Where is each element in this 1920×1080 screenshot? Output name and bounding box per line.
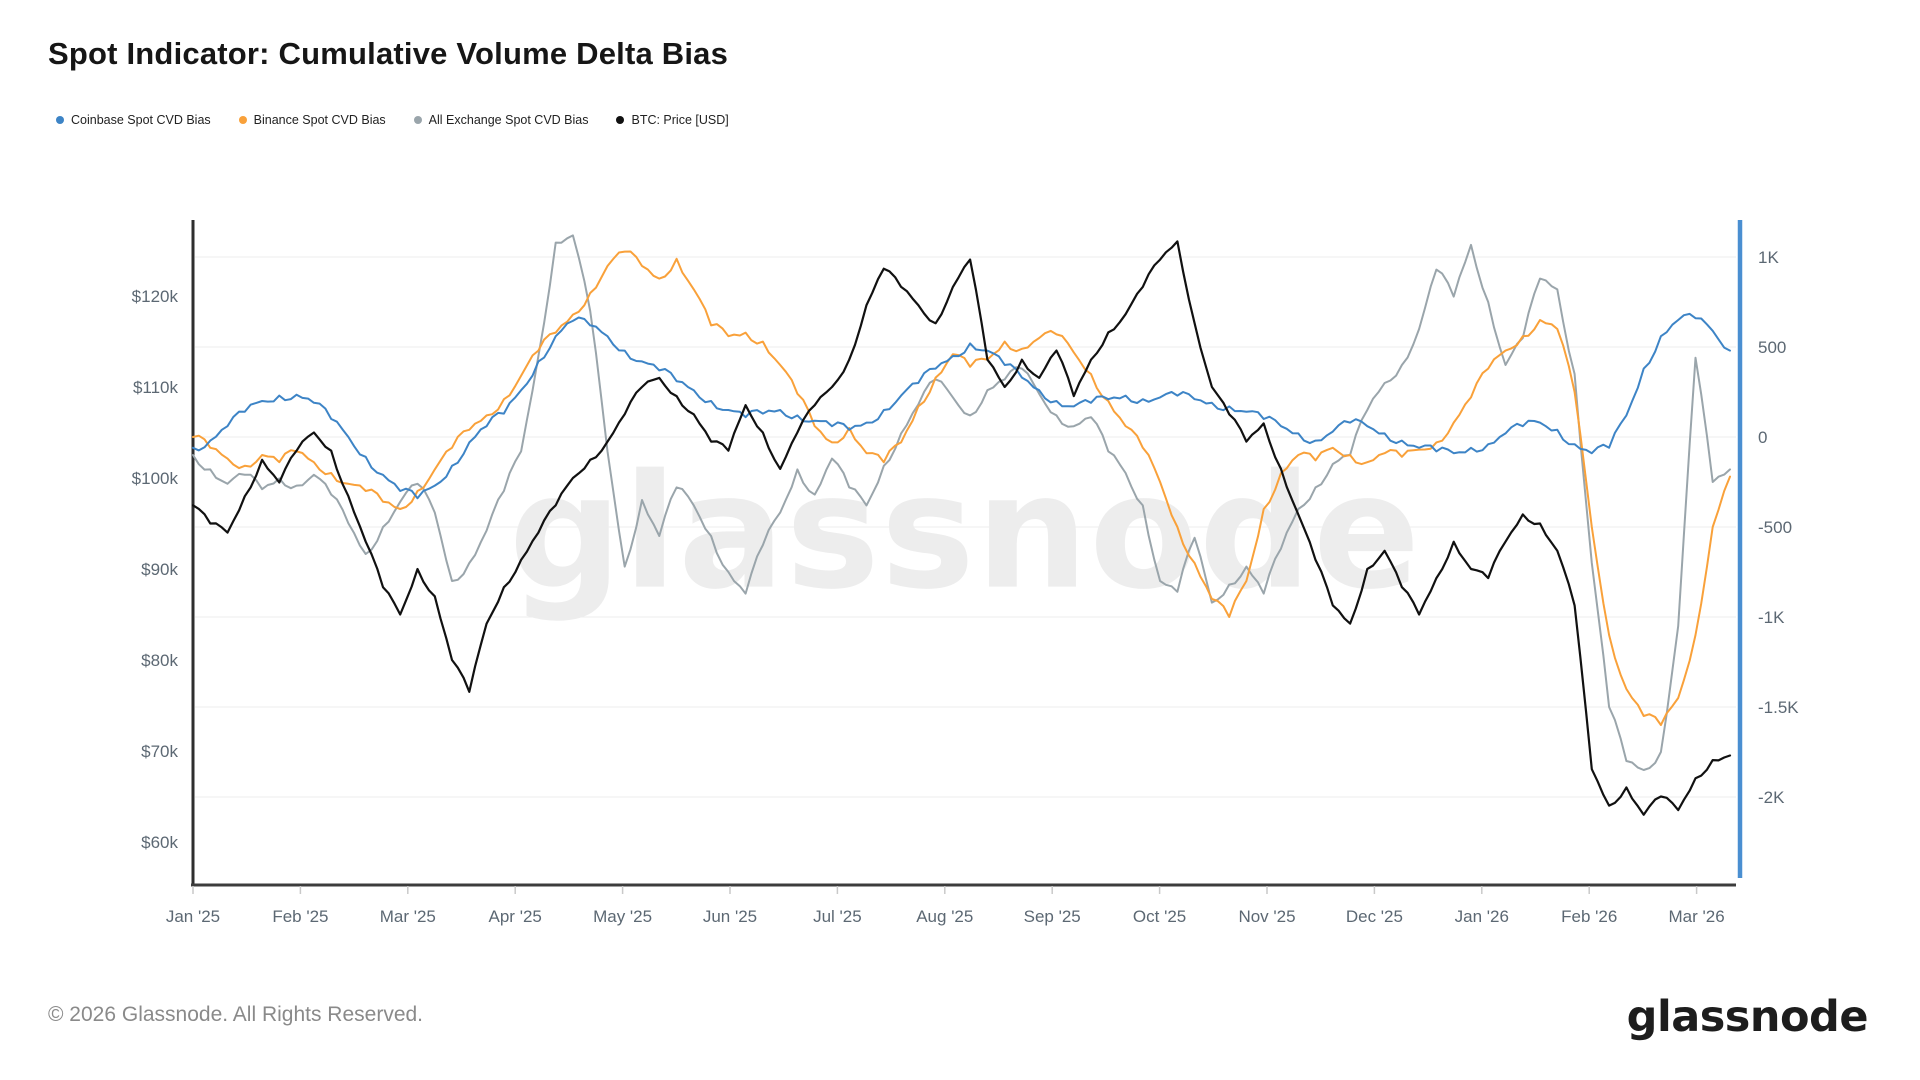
legend-item-all-exchange-spot-cvd-bias[interactable]: All Exchange Spot CVD Bias: [413, 113, 589, 127]
left-axis-label: $100k: [132, 469, 179, 488]
right-axis-label: -500: [1758, 518, 1792, 537]
x-axis-label: Feb '26: [1561, 907, 1617, 926]
series-line-binance-spot-cvd-bias: [192, 250, 1731, 726]
x-axis-label: Apr '25: [489, 907, 542, 926]
legend-dot-btc-price: [616, 116, 625, 124]
x-axis-label: May '25: [593, 907, 652, 926]
page-title: Spot Indicator: Cumulative Volume Delta …: [48, 36, 729, 71]
x-axis-label: Dec '25: [1346, 907, 1403, 926]
right-axis-label: 0: [1758, 428, 1767, 447]
x-axis-label: Sep '25: [1024, 907, 1081, 926]
x-axis-label: Mar '25: [380, 907, 436, 926]
legend-item-btc-price[interactable]: BTC: Price [USD]: [616, 113, 729, 127]
legend-item-binance-spot-cvd-bias[interactable]: Binance Spot CVD Bias: [238, 113, 386, 127]
legend-dot-coinbase: [56, 116, 64, 124]
x-axis-label: Aug '25: [916, 907, 973, 926]
left-axis-label: $110k: [133, 378, 179, 397]
series-line-all-exchange-spot-cvd-bias: [192, 234, 1731, 771]
left-axis-label: $80k: [141, 651, 178, 670]
series-line-coinbase-spot-cvd-bias: [192, 312, 1731, 500]
x-axis-label: Jun '25: [703, 907, 757, 926]
legend-item-coinbase-spot-cvd-bias[interactable]: Coinbase Spot CVD Bias: [56, 113, 211, 127]
x-axis-label: Oct '25: [1133, 907, 1186, 926]
legend-label: Binance Spot CVD Bias: [253, 113, 386, 127]
left-axis-label: $60k: [141, 833, 178, 852]
x-axis-label: Mar '26: [1669, 907, 1725, 926]
x-axis-label: Feb '25: [272, 907, 328, 926]
glassnode-logo[interactable]: glassnode: [1626, 992, 1869, 1042]
legend: Coinbase Spot CVD Bias Binance Spot CVD …: [56, 113, 729, 127]
x-axis-label: Jan '25: [166, 907, 220, 926]
left-axis-label: $120k: [132, 287, 179, 306]
legend-dot-all-exchange: [413, 116, 422, 124]
left-axis-label: $70k: [141, 742, 178, 761]
legend-label: BTC: Price [USD]: [631, 113, 729, 127]
right-axis-label: -1.5K: [1758, 698, 1799, 717]
x-axis-label: Nov '25: [1238, 907, 1295, 926]
right-axis-label: 500: [1758, 338, 1786, 357]
copyright-text: © 2026 Glassnode. All Rights Reserved.: [48, 1003, 424, 1026]
right-axis-label: -2K: [1758, 788, 1785, 807]
left-axis-label: $90k: [141, 560, 178, 579]
series-line-btc-price-usd: [191, 240, 1732, 816]
x-axis-label: Jan '26: [1455, 907, 1509, 926]
legend-label: Coinbase Spot CVD Bias: [71, 113, 211, 127]
right-axis-label: -1K: [1758, 608, 1785, 627]
right-axis-label: 1K: [1758, 248, 1779, 267]
legend-dot-binance: [238, 116, 247, 124]
x-axis-label: Jul '25: [813, 907, 862, 926]
legend-label: All Exchange Spot CVD Bias: [428, 113, 589, 127]
